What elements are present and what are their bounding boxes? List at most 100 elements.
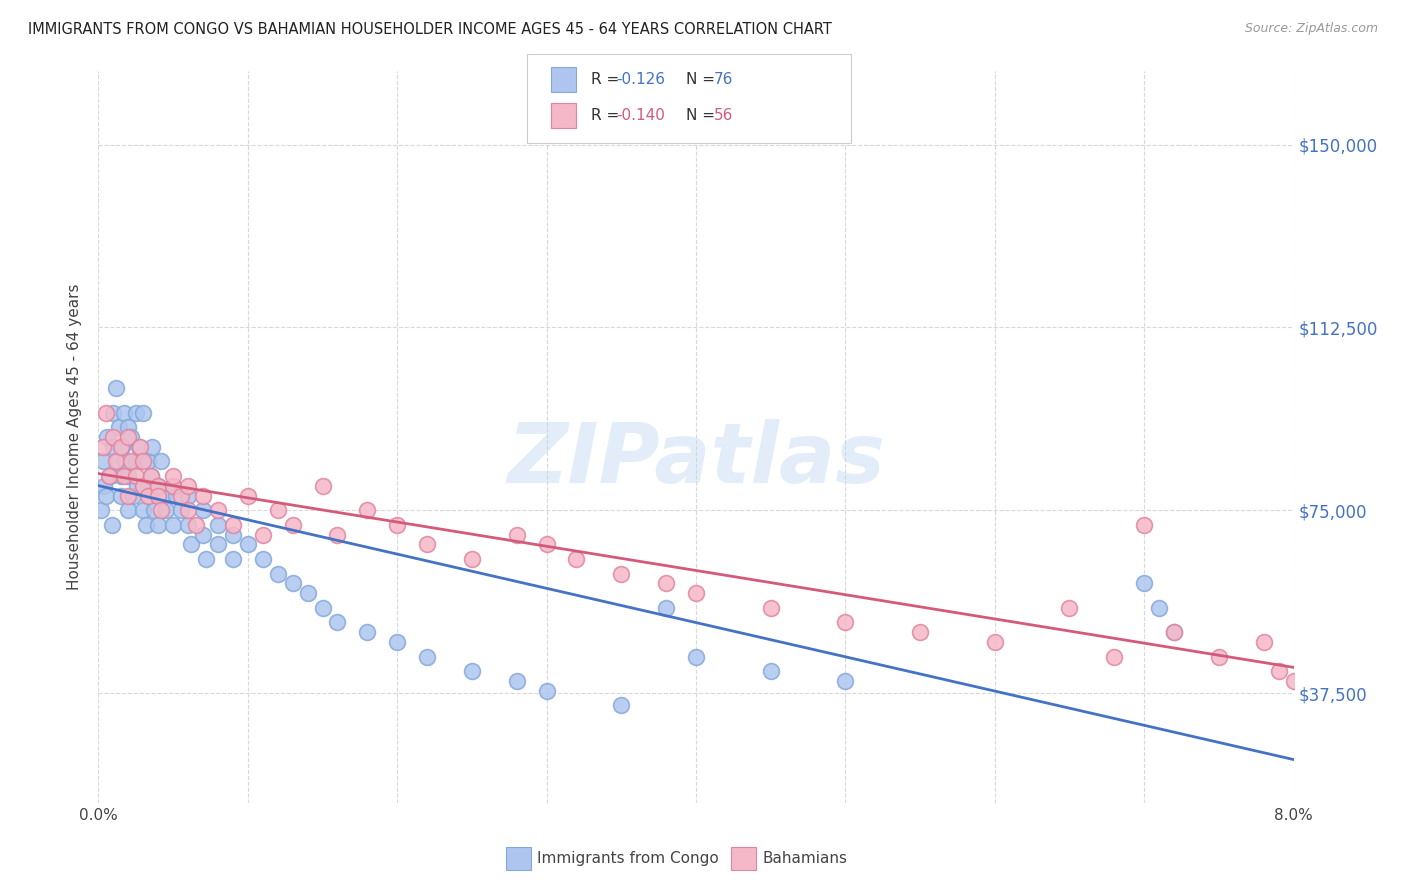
Point bbox=[1163, 625, 1185, 640]
Point bbox=[94, 406, 117, 420]
Point bbox=[90, 503, 112, 517]
Point bbox=[150, 503, 173, 517]
Point bbox=[169, 503, 191, 517]
Point bbox=[139, 469, 162, 483]
Point bbox=[655, 600, 678, 615]
Point bbox=[132, 454, 155, 468]
Point bbox=[610, 566, 633, 581]
Point bbox=[110, 440, 132, 454]
Point bbox=[385, 517, 409, 532]
Point bbox=[162, 479, 184, 493]
Point bbox=[236, 537, 259, 551]
Point bbox=[565, 552, 588, 566]
Point bbox=[148, 489, 170, 503]
Point bbox=[1208, 649, 1230, 664]
Point bbox=[191, 527, 214, 541]
Point bbox=[252, 552, 274, 566]
Point bbox=[105, 381, 128, 395]
Text: Bahamians: Bahamians bbox=[762, 852, 846, 866]
Point bbox=[162, 469, 184, 483]
Point bbox=[117, 420, 139, 434]
Text: N =: N = bbox=[686, 72, 720, 87]
Point bbox=[252, 527, 274, 541]
Point bbox=[356, 625, 378, 640]
Point bbox=[103, 440, 125, 454]
Text: 56: 56 bbox=[714, 108, 734, 122]
Point bbox=[117, 430, 139, 444]
Point bbox=[132, 479, 155, 493]
Point bbox=[685, 586, 707, 600]
Text: -0.126: -0.126 bbox=[616, 72, 665, 87]
Point bbox=[91, 454, 114, 468]
Text: Source: ZipAtlas.com: Source: ZipAtlas.com bbox=[1244, 22, 1378, 36]
Point bbox=[101, 517, 124, 532]
Point bbox=[655, 576, 678, 591]
Point bbox=[506, 673, 529, 688]
Point bbox=[162, 517, 184, 532]
Text: N =: N = bbox=[686, 108, 720, 122]
Point bbox=[416, 537, 439, 551]
Point bbox=[136, 454, 159, 468]
Point bbox=[222, 552, 245, 566]
Point bbox=[117, 469, 139, 483]
Point bbox=[326, 615, 349, 630]
Point bbox=[152, 489, 174, 503]
Y-axis label: Householder Income Ages 45 - 64 years: Householder Income Ages 45 - 64 years bbox=[67, 284, 83, 591]
Point bbox=[1147, 600, 1170, 615]
Point bbox=[148, 479, 170, 493]
Point bbox=[191, 489, 214, 503]
Point bbox=[908, 625, 931, 640]
Point bbox=[1163, 625, 1185, 640]
Point bbox=[1133, 576, 1156, 591]
Point bbox=[136, 489, 159, 503]
Point bbox=[416, 649, 439, 664]
Point bbox=[297, 586, 319, 600]
Point bbox=[108, 420, 131, 434]
Point bbox=[1253, 635, 1275, 649]
Point bbox=[121, 489, 143, 503]
Point bbox=[236, 489, 259, 503]
Point bbox=[155, 503, 177, 517]
Point bbox=[110, 489, 132, 503]
Point bbox=[96, 430, 118, 444]
Point bbox=[142, 503, 165, 517]
Point bbox=[103, 406, 125, 420]
Text: Immigrants from Congo: Immigrants from Congo bbox=[537, 852, 718, 866]
Point bbox=[326, 527, 349, 541]
Point bbox=[138, 489, 160, 503]
Point bbox=[125, 469, 148, 483]
Point bbox=[165, 489, 187, 503]
Point bbox=[177, 503, 200, 517]
Point bbox=[356, 503, 378, 517]
Point bbox=[141, 440, 163, 454]
Point bbox=[207, 503, 229, 517]
Point bbox=[177, 479, 200, 493]
Point bbox=[129, 440, 152, 454]
Point bbox=[139, 469, 162, 483]
Point bbox=[94, 489, 117, 503]
Point bbox=[135, 517, 157, 532]
Point bbox=[184, 517, 207, 532]
Point bbox=[461, 664, 484, 678]
Point bbox=[129, 454, 152, 468]
Point bbox=[207, 517, 229, 532]
Point bbox=[117, 489, 139, 503]
Point bbox=[834, 673, 856, 688]
Point bbox=[120, 430, 142, 444]
Point bbox=[281, 517, 304, 532]
Point bbox=[834, 615, 856, 630]
Point bbox=[117, 503, 139, 517]
Point bbox=[759, 664, 782, 678]
Text: R =: R = bbox=[591, 108, 624, 122]
Point bbox=[114, 454, 136, 468]
Point bbox=[112, 469, 135, 483]
Text: 76: 76 bbox=[714, 72, 734, 87]
Point bbox=[93, 479, 115, 493]
Point bbox=[195, 552, 218, 566]
Point bbox=[685, 649, 707, 664]
Point bbox=[222, 527, 245, 541]
Point bbox=[125, 406, 148, 420]
Point bbox=[536, 537, 558, 551]
Point bbox=[132, 503, 155, 517]
Point bbox=[1282, 673, 1305, 688]
